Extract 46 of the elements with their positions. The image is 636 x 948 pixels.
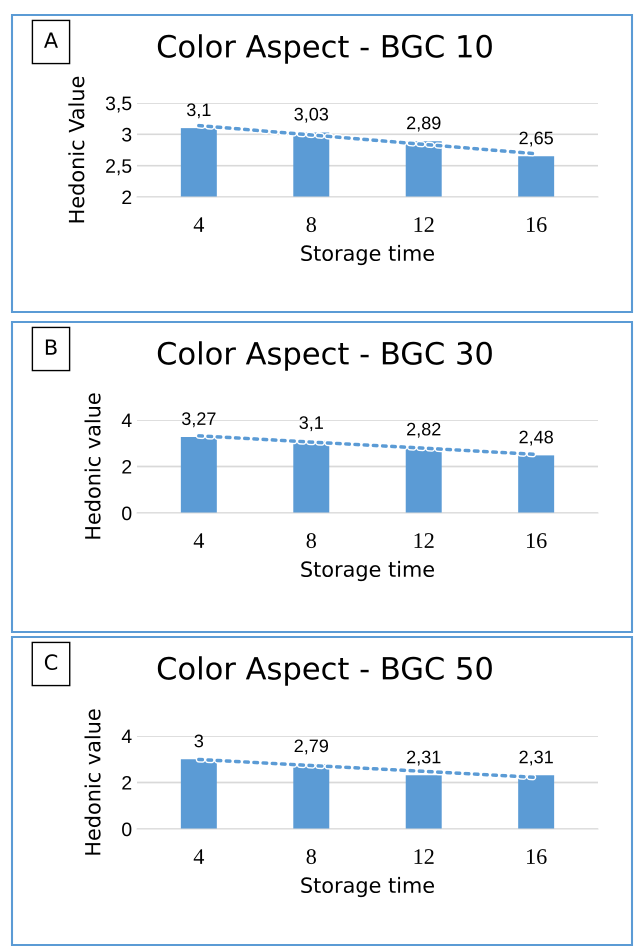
text: C	[44, 654, 58, 670]
x-tick-label: 4	[194, 849, 204, 864]
chart-title: Color Aspect - BGC 50	[158, 656, 492, 686]
y-tick-label: 2,5	[106, 159, 132, 176]
x-tick-label: 8	[306, 849, 316, 864]
data-label: 2,31	[520, 750, 553, 766]
x-tick-label: 4	[194, 533, 204, 548]
data-label: 3,1	[186, 103, 211, 118]
x-tick-label: 8	[306, 217, 316, 232]
data-label: 2,65	[520, 132, 553, 146]
x-tick-label: 8	[306, 533, 316, 548]
x-tick-label: 16	[527, 217, 547, 232]
data-label: 2,82	[407, 422, 440, 438]
y-axis-title: Hedonic value	[84, 709, 101, 855]
y-tick-label: 2	[122, 460, 132, 474]
data-label: 3,27	[182, 412, 216, 428]
x-tick-label: 16	[527, 849, 547, 864]
x-tick-label: 12	[414, 217, 434, 232]
data-label: 3	[194, 734, 204, 748]
y-tick-label: 0	[122, 822, 132, 836]
data-label: 3,03	[294, 108, 328, 123]
y-axis-title: Hedonic Value	[68, 76, 84, 222]
chart-title: Color Aspect - BGC 30	[158, 341, 492, 371]
x-tick-label: 12	[414, 849, 434, 864]
x-axis-title: Storage time	[301, 876, 434, 898]
x-tick-label: 4	[194, 217, 204, 232]
data-label: 2,31	[407, 750, 440, 766]
data-label: 3,1	[299, 416, 323, 432]
x-tick-label: 16	[527, 533, 547, 548]
x-axis-title: Storage time	[301, 560, 434, 582]
x-axis-title: Storage time	[301, 244, 434, 266]
y-tick-label: 3,5	[106, 96, 132, 113]
y-tick-label: 4	[122, 414, 132, 428]
data-label: 2,79	[294, 739, 328, 754]
y-tick-label: 2	[122, 190, 132, 204]
text: A	[44, 32, 58, 48]
data-label: 2,89	[407, 116, 440, 132]
data-label: 2,48	[520, 430, 553, 446]
x-tick-label: 12	[414, 533, 434, 548]
y-tick-label: 3	[122, 128, 132, 142]
y-tick-label: 2	[122, 776, 132, 790]
y-tick-label: 4	[122, 730, 132, 744]
y-axis-title: Hedonic value	[84, 393, 101, 539]
chart-title: Color Aspect - BGC 10	[158, 34, 492, 64]
text: B	[46, 340, 57, 355]
y-tick-label: 0	[122, 506, 132, 520]
